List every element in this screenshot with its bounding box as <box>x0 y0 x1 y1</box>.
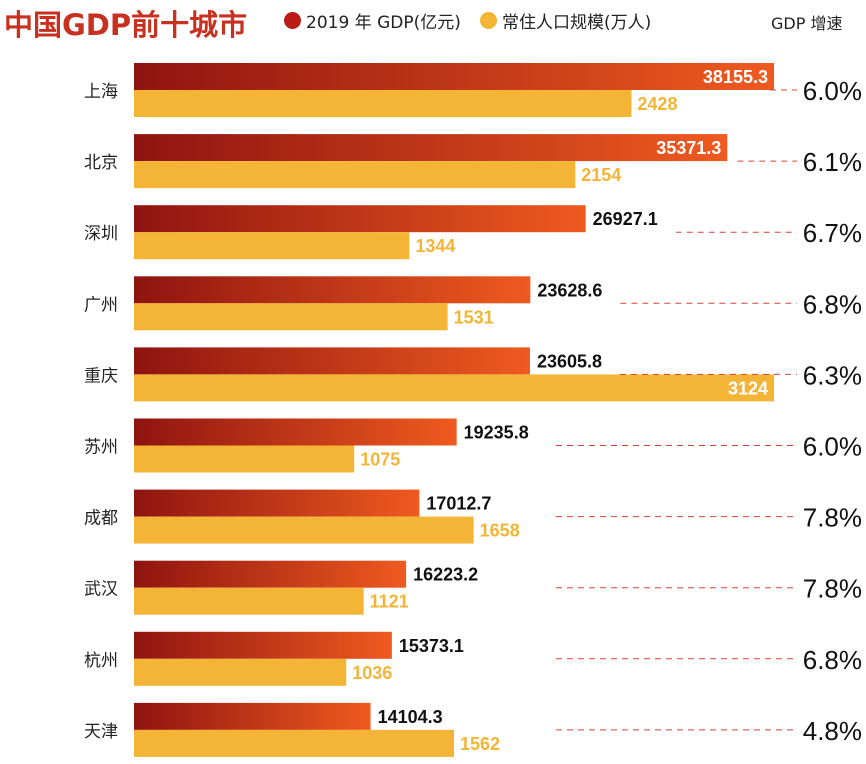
gdp-value-label: 19235.8 <box>464 423 529 443</box>
population-value-label: 1531 <box>454 307 494 327</box>
growth-value: 6.8% <box>803 645 862 675</box>
chart-title: 中国GDP前十城市 <box>4 8 248 42</box>
gdp-bar <box>134 418 457 446</box>
gdp-value-label: 26927.1 <box>593 209 658 229</box>
growth-value: 6.0% <box>803 76 862 106</box>
population-value-label: 3124 <box>728 378 768 398</box>
gdp-value-label: 35371.3 <box>656 138 721 158</box>
population-bar <box>134 303 448 331</box>
population-bar <box>134 161 576 189</box>
gdp-value-label: 16223.2 <box>413 565 478 585</box>
population-value-label: 2154 <box>581 165 621 185</box>
gdp-value-label: 23605.8 <box>537 351 602 371</box>
legend-population-marker <box>480 12 497 29</box>
category-label: 北京 <box>84 153 118 173</box>
category-label: 武汉 <box>84 580 118 600</box>
gdp-value-label: 14104.3 <box>378 707 443 727</box>
population-bar <box>134 658 347 686</box>
population-bar <box>134 729 454 757</box>
population-value-label: 1036 <box>352 663 392 683</box>
population-bar <box>134 374 774 402</box>
gdp-bar <box>134 347 530 375</box>
category-label: 杭州 <box>84 651 118 671</box>
legend-population-label: 常住人口规模(万人) <box>502 13 652 33</box>
gdp-value-label: 17012.7 <box>426 494 491 514</box>
gdp-bar <box>134 205 586 233</box>
growth-value: 6.3% <box>803 360 862 390</box>
category-label: 苏州 <box>84 438 118 458</box>
population-bar <box>134 587 364 615</box>
population-value-label: 1658 <box>480 521 520 541</box>
gdp-bar <box>134 276 531 304</box>
population-value-label: 1075 <box>360 450 400 470</box>
growth-value: 7.8% <box>803 574 862 604</box>
population-bar <box>134 232 410 260</box>
population-value-label: 2428 <box>637 94 677 114</box>
growth-value: 6.7% <box>803 218 862 248</box>
category-label: 上海 <box>84 82 118 102</box>
population-value-label: 1121 <box>370 592 409 612</box>
population-bar <box>134 90 632 117</box>
gdp-bar <box>134 631 392 659</box>
gdp-value-label: 38155.3 <box>703 67 768 87</box>
legend-population: 常住人口规模(万人) <box>480 8 651 33</box>
legend-gdp: 2019 年 GDP(亿元) <box>284 8 461 33</box>
population-bar <box>134 445 355 473</box>
gdp-value-label: 15373.1 <box>399 636 464 656</box>
population-value-label: 1344 <box>415 236 455 256</box>
category-label: 天津 <box>84 722 118 742</box>
population-value-label: 1562 <box>460 734 500 754</box>
growth-value: 6.0% <box>803 432 862 462</box>
legend-gdp-marker <box>284 12 301 29</box>
growth-value: 6.8% <box>803 289 862 319</box>
growth-value: 4.8% <box>803 716 862 746</box>
category-label: 重庆 <box>84 366 118 386</box>
growth-value: 7.8% <box>803 503 862 533</box>
gdp-bar <box>134 489 420 517</box>
gdp-bar <box>134 134 728 162</box>
population-bar <box>134 516 474 544</box>
legend-gdp-label: 2019 年 GDP(亿元) <box>306 13 461 33</box>
category-label: 广州 <box>84 295 118 315</box>
gdp-bar <box>134 63 774 90</box>
growth-value: 6.1% <box>803 147 862 177</box>
category-label: 成都 <box>84 509 118 529</box>
category-label: 深圳 <box>84 224 118 244</box>
gdp-bar <box>134 560 407 588</box>
growth-header: GDP 增速 <box>771 14 843 33</box>
gdp-value-label: 23628.6 <box>537 280 602 300</box>
gdp-bar <box>134 702 371 730</box>
